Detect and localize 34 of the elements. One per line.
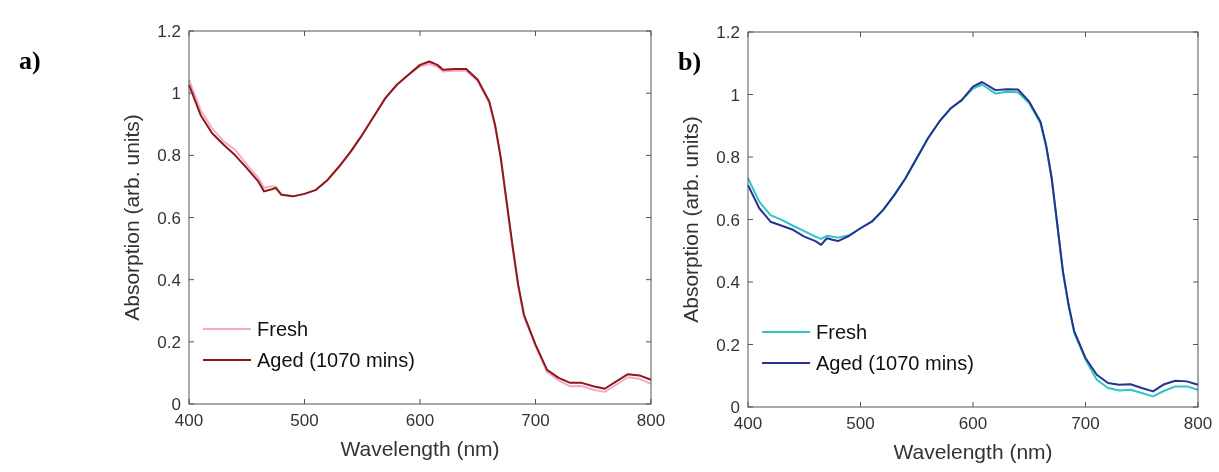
x-tick-label: 700 <box>521 411 550 430</box>
y-tick-label: 0.2 <box>157 332 181 352</box>
y-tick-label: 0.6 <box>716 210 740 230</box>
y-tick-label: 0.4 <box>157 270 181 290</box>
x-axis-title: Wavelength (nm) <box>340 437 500 460</box>
y-axis-title: Absorption (arb. units) <box>120 114 143 321</box>
y-tick-label: 0.2 <box>716 335 740 355</box>
x-tick-label: 400 <box>733 414 763 433</box>
x-tick-label: 800 <box>1183 414 1213 433</box>
legend-label: Aged (1070 mins) <box>257 349 415 371</box>
text: b) <box>678 47 702 76</box>
x-tick-label: 500 <box>846 414 875 433</box>
x-tick-label: 700 <box>1071 414 1100 433</box>
x-tick-label: 400 <box>174 411 204 430</box>
y-tick-label: 0 <box>171 395 181 414</box>
x-axis-title: Wavelength (nm) <box>893 440 1053 463</box>
legend-label: Fresh <box>816 321 868 343</box>
x-tick-label: 500 <box>290 411 319 430</box>
legend-label: Aged (1070 mins) <box>816 352 974 374</box>
y-tick-label: 1 <box>171 84 181 104</box>
y-tick-label: 0.8 <box>716 148 740 167</box>
y-tick-label: 0 <box>730 398 740 417</box>
y-tick-label: 1 <box>730 85 740 105</box>
y-tick-label: 0.8 <box>157 146 181 166</box>
y-axis-title: Absorption (arb. units) <box>679 116 702 323</box>
y-tick-label: 1.2 <box>157 22 181 41</box>
x-tick-label: 600 <box>958 414 988 433</box>
x-tick-label: 600 <box>405 411 435 430</box>
y-tick-label: 1.2 <box>716 23 740 42</box>
legend-label: Fresh <box>257 318 309 340</box>
y-tick-label: 0.6 <box>157 208 181 228</box>
y-tick-label: 0.4 <box>716 273 740 292</box>
text: a) <box>19 46 41 75</box>
x-tick-label: 800 <box>636 411 666 430</box>
